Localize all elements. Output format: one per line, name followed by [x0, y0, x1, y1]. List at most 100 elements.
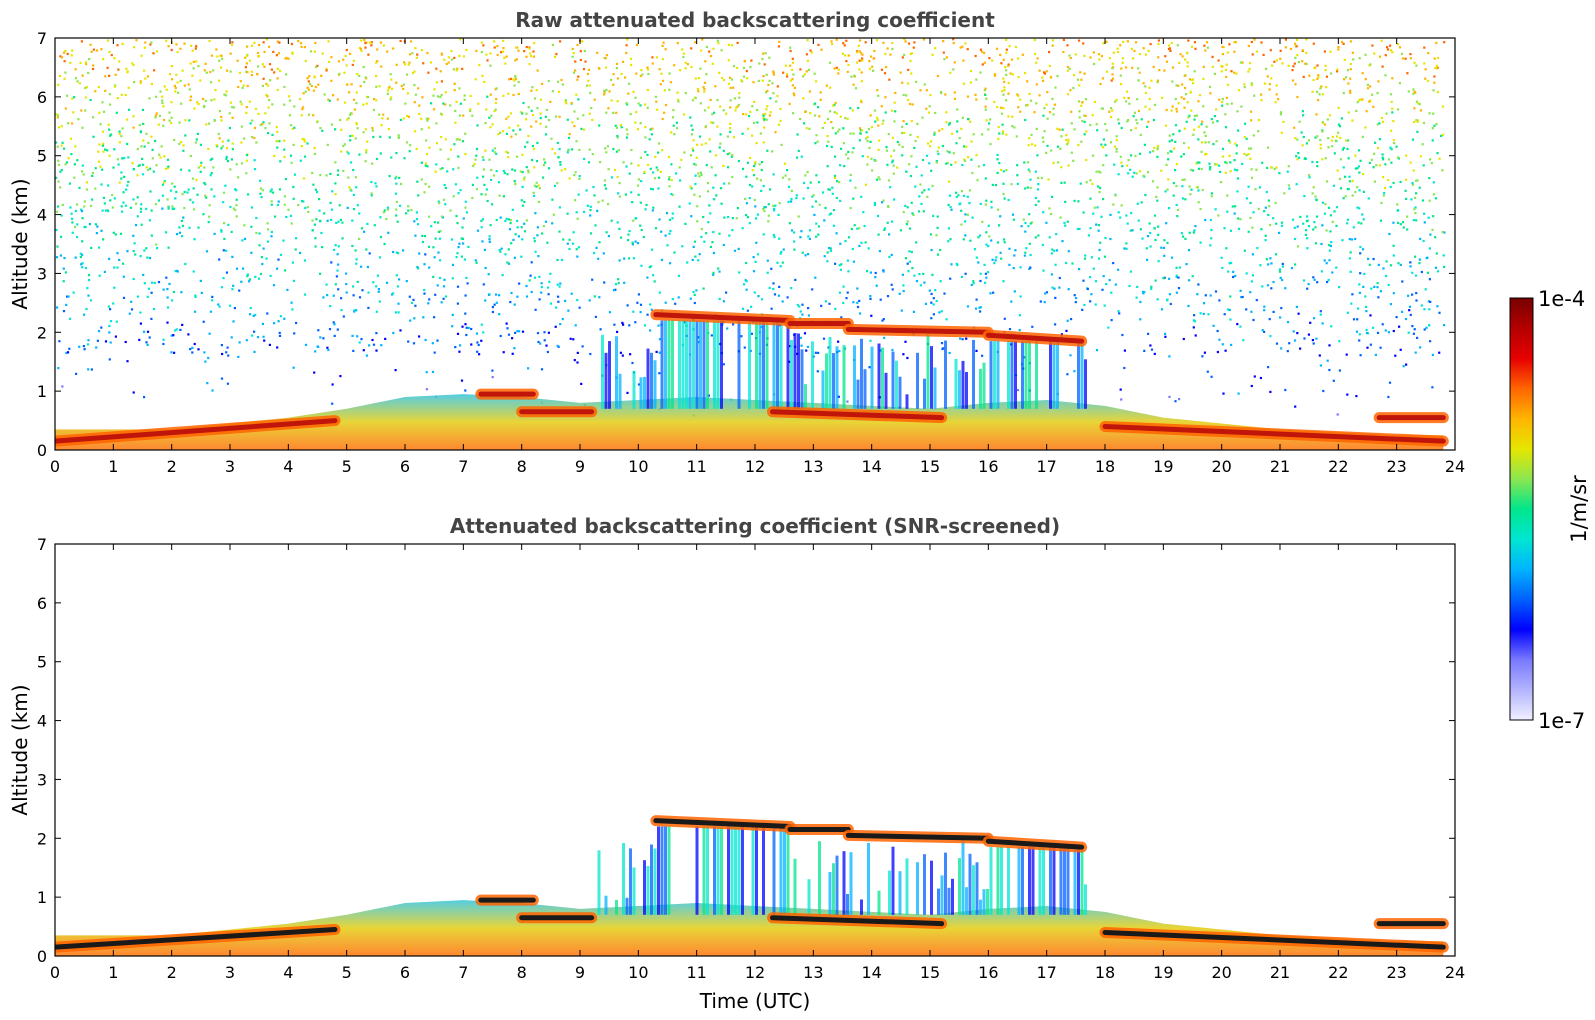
noise-pixel [547, 293, 550, 296]
noise-pixel [1346, 393, 1349, 396]
noise-pixel [1069, 56, 1072, 60]
noise-pixel [782, 248, 785, 251]
noise-pixel [166, 321, 169, 324]
noise-pixel [1117, 211, 1120, 214]
noise-pixel [1053, 287, 1056, 290]
noise-pixel [366, 222, 369, 225]
noise-pixel [231, 41, 234, 44]
noise-pixel [509, 301, 512, 304]
noise-pixel [1421, 143, 1424, 146]
noise-pixel [654, 155, 657, 158]
noise-pixel [300, 45, 303, 48]
fall-streak [870, 346, 874, 409]
noise-pixel [1411, 138, 1415, 141]
noise-pixel [1172, 194, 1175, 197]
noise-pixel [144, 77, 147, 80]
noise-pixel [525, 295, 529, 298]
noise-pixel [869, 114, 872, 117]
noise-pixel [283, 155, 286, 159]
noise-pixel [523, 230, 527, 233]
noise-pixel [470, 343, 473, 346]
noise-pixel [498, 294, 501, 297]
noise-pixel [199, 170, 202, 173]
noise-pixel [458, 138, 461, 141]
noise-pixel [1225, 96, 1228, 99]
noise-pixel [1012, 218, 1016, 221]
noise-pixel [346, 118, 349, 121]
noise-pixel [239, 80, 242, 83]
noise-pixel [813, 213, 816, 216]
fall-streak [790, 340, 793, 409]
noise-pixel [754, 160, 757, 164]
noise-pixel [142, 122, 145, 125]
noise-pixel [744, 197, 747, 201]
noise-pixel [354, 249, 357, 252]
noise-pixel [1433, 81, 1436, 84]
noise-pixel [1330, 241, 1333, 244]
noise-pixel [1415, 64, 1418, 67]
noise-pixel [807, 68, 811, 72]
noise-pixel [530, 89, 533, 92]
noise-pixel [408, 295, 411, 298]
noise-pixel [865, 137, 868, 140]
noise-pixel [521, 185, 524, 188]
noise-pixel [576, 361, 579, 364]
noise-pixel [1301, 49, 1305, 52]
noise-pixel [969, 81, 972, 84]
noise-pixel [940, 90, 943, 94]
noise-pixel [1376, 331, 1380, 334]
noise-pixel [1401, 221, 1405, 224]
noise-pixel [1258, 186, 1261, 189]
noise-pixel [464, 323, 467, 326]
noise-pixel [644, 208, 647, 211]
noise-pixel [718, 146, 721, 149]
fall-streak [779, 320, 783, 409]
noise-pixel [1295, 155, 1298, 158]
noise-pixel [915, 280, 919, 283]
noise-pixel [85, 181, 88, 184]
noise-pixel [340, 309, 343, 312]
noise-pixel [348, 91, 351, 94]
noise-pixel [939, 248, 942, 252]
noise-pixel [1024, 251, 1027, 254]
noise-pixel [1351, 179, 1354, 183]
noise-pixel [985, 276, 988, 279]
noise-pixel [617, 282, 620, 285]
noise-pixel [1396, 43, 1399, 46]
noise-pixel [517, 80, 520, 84]
noise-pixel [809, 112, 812, 115]
noise-pixel [682, 113, 686, 116]
noise-pixel [145, 207, 148, 210]
noise-pixel [408, 53, 412, 56]
noise-pixel [347, 176, 350, 179]
noise-pixel [773, 209, 776, 212]
noise-pixel [306, 206, 309, 209]
noise-pixel [793, 240, 796, 243]
noise-pixel [831, 186, 834, 189]
noise-pixel [1016, 174, 1019, 177]
noise-pixel [856, 227, 859, 230]
noise-pixel [210, 99, 213, 102]
noise-pixel [1367, 257, 1370, 260]
noise-pixel [441, 167, 444, 170]
noise-pixel [205, 123, 208, 126]
noise-pixel [342, 144, 345, 148]
noise-pixel [1091, 114, 1094, 117]
noise-pixel [1060, 135, 1063, 138]
noise-pixel [311, 171, 314, 175]
noise-pixel [532, 191, 535, 194]
noise-pixel [1304, 62, 1307, 65]
noise-pixel [922, 210, 925, 213]
noise-pixel [1354, 154, 1357, 157]
noise-pixel [714, 154, 718, 157]
noise-pixel [1274, 101, 1277, 104]
noise-pixel [803, 122, 806, 125]
noise-pixel [523, 50, 526, 53]
noise-pixel [1187, 249, 1191, 252]
noise-pixel [1178, 266, 1182, 269]
noise-pixel [109, 308, 112, 311]
noise-pixel [317, 83, 320, 86]
noise-pixel [100, 183, 103, 186]
noise-pixel [327, 60, 331, 63]
noise-pixel [390, 78, 393, 81]
